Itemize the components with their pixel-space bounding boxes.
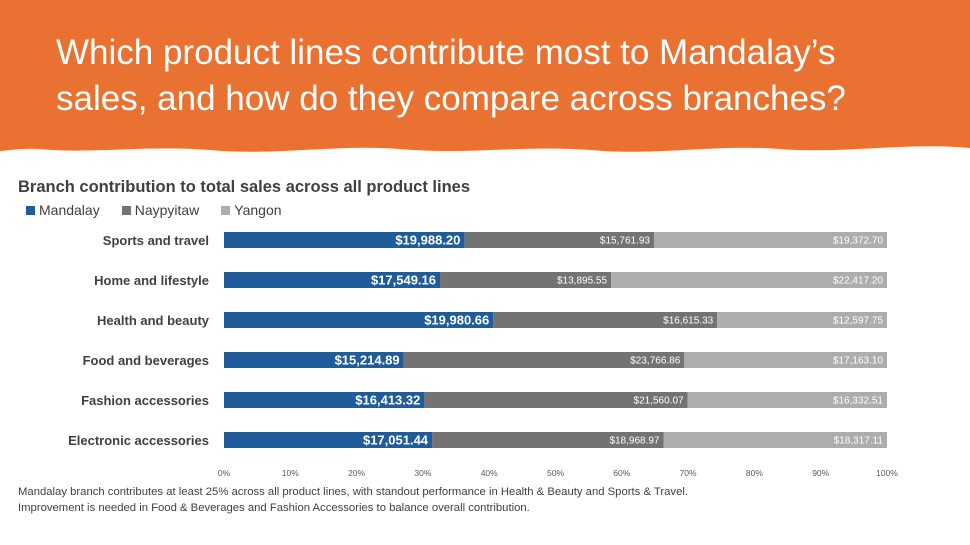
- bar-mandalay-sports-and-travel: [224, 232, 465, 248]
- data-label-mandalay-fashion-accessories: $16,413.32: [355, 393, 420, 408]
- data-label-mandalay-electronic-accessories: $17,051.44: [363, 433, 429, 448]
- insight-note-1: Mandalay branch contributes at least 25%…: [18, 486, 689, 498]
- legend-swatch-yangon: [221, 205, 231, 215]
- banner-shape: [0, 0, 970, 152]
- bar-naypyitaw-fashion-accessories: [424, 392, 688, 408]
- legend-label-yangon: Yangon: [234, 202, 282, 218]
- data-label-naypyitaw-sports-and-travel: $15,761.93: [600, 236, 650, 247]
- data-label-mandalay-home-and-lifestyle: $17,549.16: [371, 273, 436, 288]
- bar-mandalay-food-and-beverages: [224, 352, 404, 368]
- chart-legend: Mandalay Naypyitaw Yangon: [26, 202, 282, 218]
- stacked-bar-chart: Sports and travel $19,988.20 $15,761.93 $19…: [68, 232, 898, 478]
- insight-notes: Mandalay branch contributes at least 25%…: [18, 484, 958, 516]
- bar-yangon-food-and-beverages: [684, 352, 887, 368]
- data-label-yangon-fashion-accessories: $16,332.51: [833, 396, 883, 407]
- x-tick-label-9: 90%: [812, 468, 829, 478]
- data-label-yangon-home-and-lifestyle: $22,417.20: [833, 276, 883, 287]
- x-tick-label-7: 70%: [680, 468, 697, 478]
- data-label-naypyitaw-fashion-accessories: $21,560.07: [634, 396, 684, 407]
- legend-item-mandalay: Mandalay: [26, 202, 100, 218]
- x-tick-label-6: 60%: [613, 468, 630, 478]
- legend-swatch-mandalay: [26, 205, 35, 215]
- bar-yangon-sports-and-travel: [653, 232, 887, 248]
- bar-naypyitaw-food-and-beverages: [403, 352, 685, 368]
- category-label-food-and-beverages: Food and beverages: [83, 353, 209, 368]
- data-label-yangon-sports-and-travel: $19,372.70: [833, 236, 883, 247]
- legend-swatch-naypyitaw: [121, 205, 131, 215]
- x-tick-label-4: 40%: [481, 468, 498, 478]
- bar-yangon-health-and-beauty: [717, 312, 887, 328]
- data-label-yangon-health-and-beauty: $12,597.75: [833, 316, 883, 327]
- data-label-naypyitaw-home-and-lifestyle: $13,895.55: [557, 276, 607, 287]
- x-tick-label-8: 80%: [746, 468, 763, 478]
- bar-mandalay-fashion-accessories: [224, 392, 425, 408]
- headline: Which product lines contribute most to M…: [56, 33, 846, 118]
- legend-label-mandalay: Mandalay: [39, 202, 100, 218]
- bar-naypyitaw-health-and-beauty: [493, 312, 718, 328]
- x-tick-label-5: 50%: [547, 468, 564, 478]
- bar-naypyitaw-home-and-lifestyle: [440, 272, 612, 288]
- x-tick-label-0: 0%: [218, 468, 231, 478]
- category-label-fashion-accessories: Fashion accessories: [81, 393, 209, 408]
- data-label-yangon-food-and-beverages: $17,163.10: [833, 356, 883, 367]
- x-tick-label-2: 20%: [348, 468, 365, 478]
- x-tick-label-1: 10%: [282, 468, 299, 478]
- data-label-naypyitaw-food-and-beverages: $23,766.86: [630, 356, 680, 367]
- data-label-mandalay-food-and-beverages: $15,214.89: [335, 353, 400, 368]
- category-label-electronic-accessories: Electronic accessories: [68, 433, 209, 448]
- bar-naypyitaw-electronic-accessories: [432, 432, 664, 448]
- data-label-naypyitaw-electronic-accessories: $18,968.97: [609, 436, 659, 447]
- category-label-health-and-beauty: Health and beauty: [97, 313, 210, 328]
- category-label-home-and-lifestyle: Home and lifestyle: [94, 273, 209, 288]
- bar-yangon-fashion-accessories: [687, 392, 887, 408]
- insight-note-2: Improvement is needed in Food & Beverage…: [18, 502, 530, 514]
- data-label-mandalay-sports-and-travel: $19,988.20: [395, 233, 460, 248]
- data-label-mandalay-health-and-beauty: $19,980.66: [424, 313, 489, 328]
- bar-yangon-electronic-accessories: [663, 432, 887, 448]
- bar-yangon-home-and-lifestyle: [611, 272, 887, 288]
- bar-naypyitaw-sports-and-travel: [464, 232, 654, 248]
- x-tick-label-3: 30%: [414, 468, 431, 478]
- data-label-naypyitaw-health-and-beauty: $16,615.33: [663, 316, 713, 327]
- legend-item-yangon: Yangon: [221, 202, 282, 218]
- bar-mandalay-health-and-beauty: [224, 312, 494, 328]
- legend-item-naypyitaw: Naypyitaw: [121, 202, 200, 218]
- legend-label-naypyitaw: Naypyitaw: [134, 202, 200, 218]
- data-label-yangon-electronic-accessories: $18,317.11: [834, 436, 884, 447]
- bar-mandalay-home-and-lifestyle: [224, 272, 441, 288]
- chart-title: Branch contribution to total sales acros…: [18, 178, 471, 196]
- x-tick-label-10: 100%: [876, 468, 898, 478]
- bar-mandalay-electronic-accessories: [224, 432, 433, 448]
- header-banner: Which product lines contribute most to M…: [0, 0, 970, 170]
- category-label-sports-and-travel: Sports and travel: [103, 233, 209, 248]
